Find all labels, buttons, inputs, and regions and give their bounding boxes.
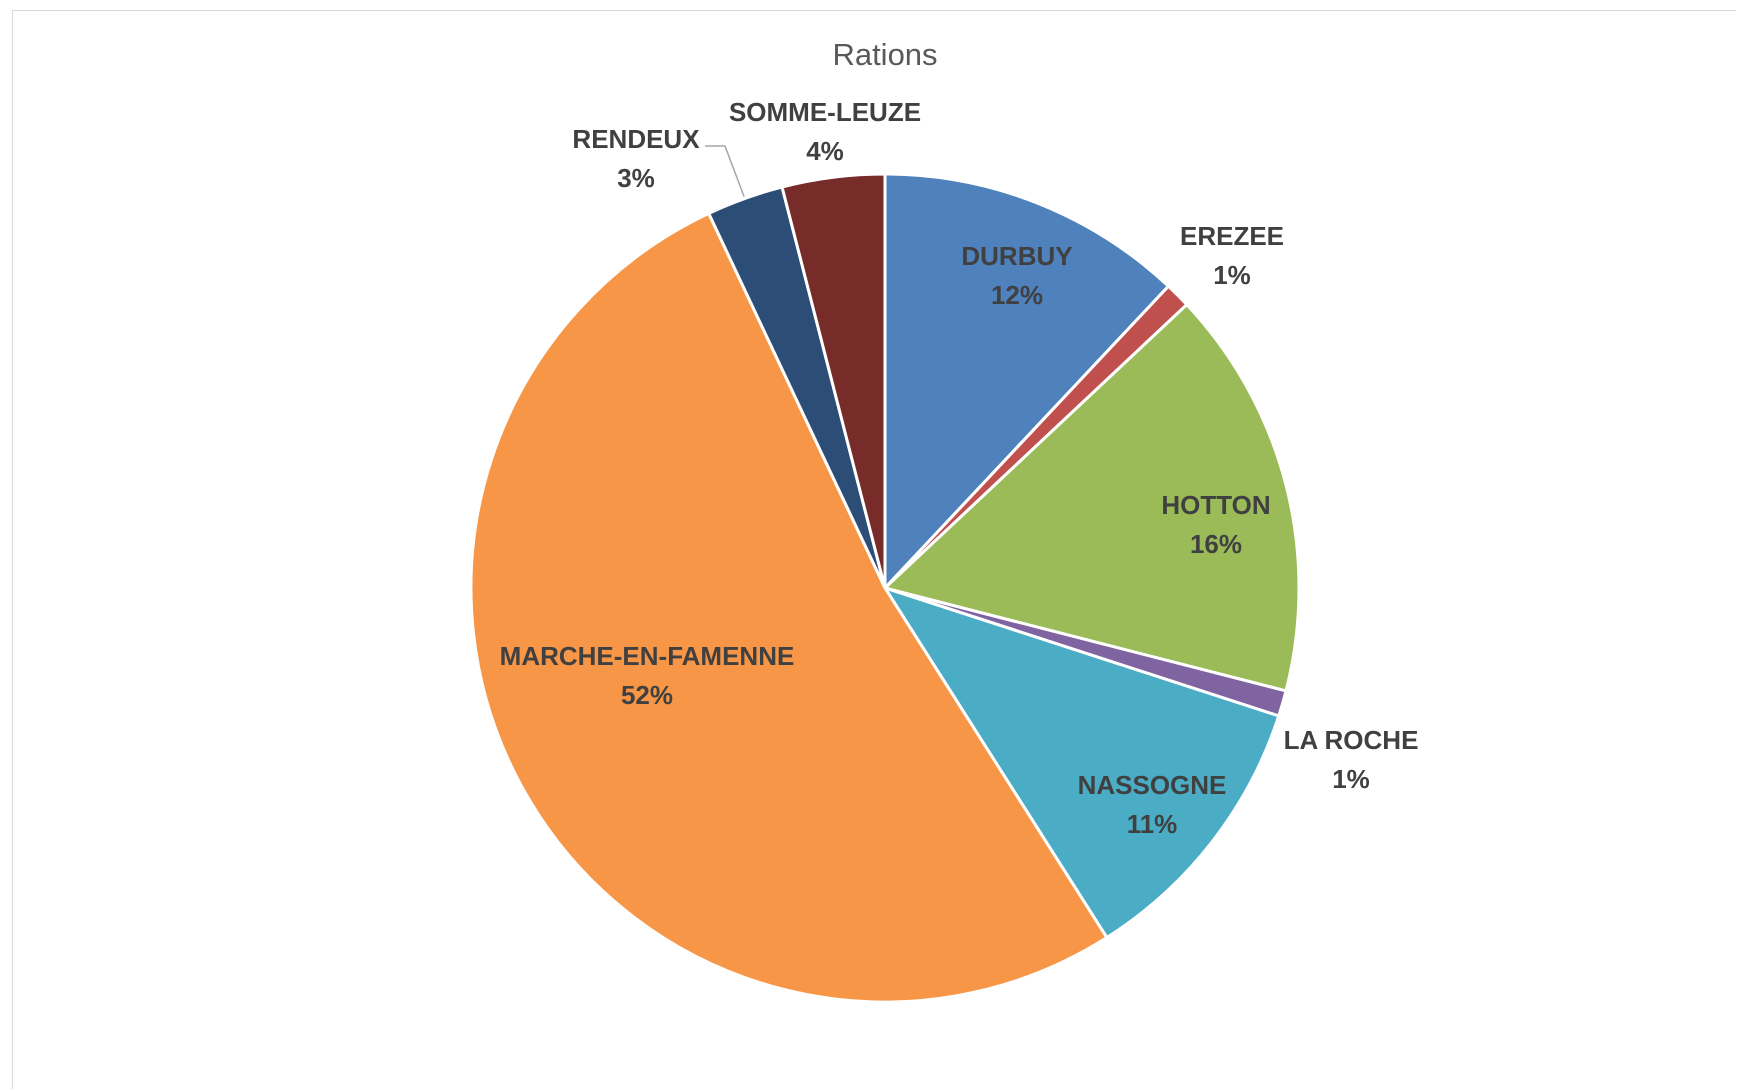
pie-slices [469,172,1301,1004]
chart-title: Rations [832,37,937,72]
slice-label-percent-marche-en-famenne: 52% [621,680,673,710]
slice-label-name-rendeux: RENDEUX [572,124,700,154]
slice-label-percent-nassogne: 11% [1127,809,1178,839]
leader-lines [705,145,745,197]
slice-label-name-marche-en-famenne: MARCHE-EN-FAMENNE [500,641,795,671]
slice-label-percent-rendeux: 3% [617,163,655,193]
slice-label-percent-durbuy: 12% [991,280,1043,310]
pie-slice-marche-en-famenne [469,211,1109,1004]
slice-label-name-durbuy: DURBUY [961,241,1072,271]
slice-label-name-somme-leuze: SOMME-LEUZE [729,97,921,127]
slice-label-name-la-roche: LA ROCHE [1284,725,1419,755]
chart-area [12,10,1736,1089]
pie-slice-nassogne [881,585,1281,940]
slice-label-name-erezee: EREZEE [1180,221,1284,251]
slice-label-name-hotton: HOTTON [1161,490,1270,520]
slice-labels: DURBUY 12% EREZEE 1% HOTTON 16% LA ROCHE 1% NASS… [500,97,1419,839]
leader-line-rendeux [705,145,745,197]
slice-label-percent-somme-leuze: 4% [806,136,844,166]
slice-label-percent-erezee: 1% [1213,260,1251,290]
pie-slice-somme-leuze [780,172,887,589]
pie-slice-durbuy [883,172,1171,592]
slice-label-percent-la-roche: 1% [1332,764,1370,794]
slice-label-percent-hotton: 16% [1190,529,1242,559]
slice-label-name-nassogne: NASSOGNE [1078,770,1227,800]
pie-slice-hotton [881,302,1301,693]
